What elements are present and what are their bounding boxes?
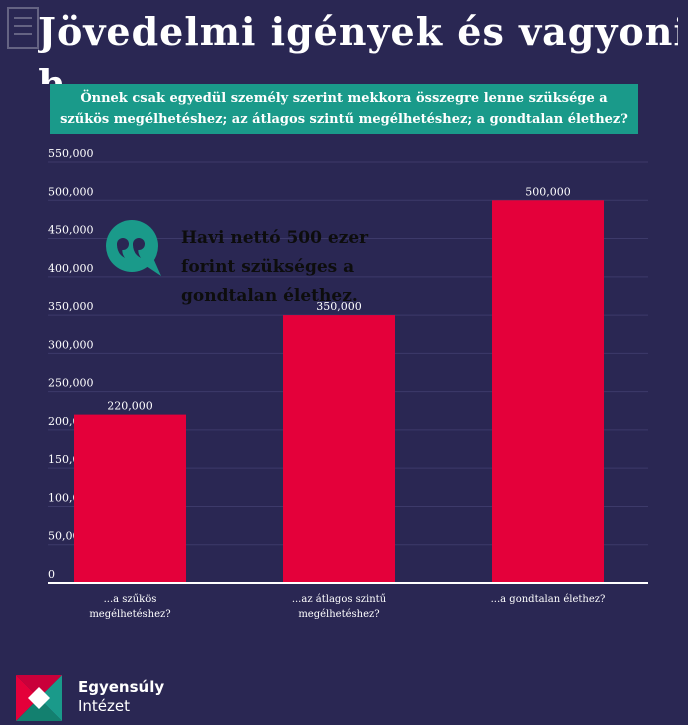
x-tick-label: ...a szűkös megélhetéshez? <box>89 594 170 620</box>
page-title-overflow: h <box>38 61 66 84</box>
logo-line2: Intézet <box>78 697 131 715</box>
data-label: 220,000 <box>107 400 153 413</box>
y-tick-label: 450,000 <box>48 224 94 237</box>
data-labels: 220,000 350,000 500,000 <box>107 185 571 412</box>
quote-icon <box>106 220 161 276</box>
y-tick-label: 500,000 <box>48 185 94 198</box>
y-tick-label: 550,000 <box>48 147 94 160</box>
question-banner: Önnek csak egyedül személy szerint mekko… <box>50 84 638 134</box>
y-tick-label: 350,000 <box>48 300 94 313</box>
x-axis-tick-labels: ...a szűkös megélhetéshez? ...az átlagos s… <box>89 594 605 620</box>
bar <box>74 414 186 583</box>
x-tick-label: ...a gondtalan élethez? <box>491 594 606 605</box>
y-tick-label: 0 <box>48 568 55 581</box>
callout-text: Havi nettó 500 ezer forint szükséges a g… <box>181 228 369 306</box>
egyensuly-logo-icon <box>16 675 62 721</box>
document-icon <box>7 7 39 49</box>
bar-chart: 050,000100,000150,000200,000250,000300,0… <box>48 147 648 620</box>
bar <box>283 315 395 583</box>
y-tick-label: 400,000 <box>48 262 94 275</box>
bar <box>492 200 604 584</box>
y-tick-label: 300,000 <box>48 338 94 351</box>
bars <box>74 200 604 584</box>
data-label: 350,000 <box>316 300 362 313</box>
logo-line1: Egyensúly <box>78 678 165 696</box>
y-axis-tick-labels: 050,000100,000150,000200,000250,000300,0… <box>48 147 94 581</box>
data-label: 500,000 <box>525 185 571 198</box>
logo-text: Egyensúly Intézet <box>78 678 164 716</box>
x-tick-label: ...az átlagos szintű megélhetéshez? <box>292 594 387 620</box>
y-tick-label: 250,000 <box>48 377 94 390</box>
page-title: Jövedelmi igények és vagyoni <box>38 9 678 54</box>
